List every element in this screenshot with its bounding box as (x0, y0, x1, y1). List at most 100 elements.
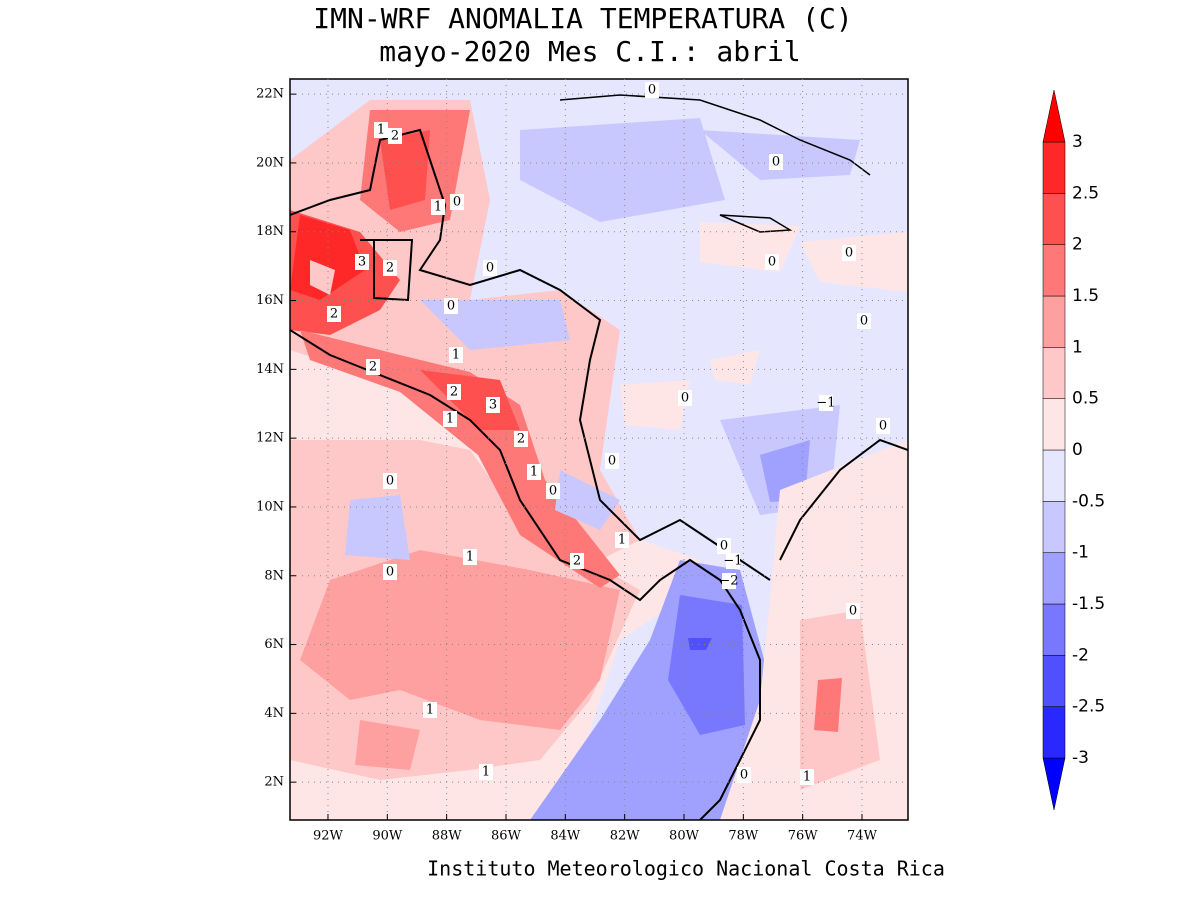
colorbar-bin (1042, 603, 1066, 656)
contour-label: 0 (772, 155, 780, 170)
contour-label: 2 (573, 554, 581, 569)
contour-label-bg (486, 397, 500, 413)
contour-label: 2 (369, 360, 377, 375)
x-tick-label: 92W (313, 829, 344, 844)
contour-label-bg (842, 245, 856, 261)
contour-label-bg (444, 298, 458, 314)
contour-label-bg (570, 553, 584, 569)
y-tick-label: 4N (264, 706, 284, 721)
colorbar-label: 0 (1072, 440, 1083, 460)
contour-label-bg (857, 313, 871, 329)
colorbar-label: -2.5 (1072, 697, 1105, 717)
subtitle: mayo-2020 Mes C.I.: abril (379, 35, 800, 68)
colorbar-label: 1.5 (1072, 286, 1099, 306)
contour-label: 3 (358, 255, 366, 270)
contour-label-bg (546, 483, 560, 499)
colorbar-bin (1042, 449, 1066, 502)
contour-label: 0 (386, 565, 394, 580)
y-tick-label: 22N (256, 87, 284, 102)
contour-label: 0 (681, 391, 689, 406)
contour-label-bg (479, 764, 493, 780)
x-tick-label: 78W (728, 829, 759, 844)
contour-label-bg (615, 532, 629, 548)
contour-label-bg (876, 418, 890, 434)
contour-label-bg (765, 254, 779, 270)
contour-label-bg (527, 464, 541, 480)
colorbar-bin (1042, 398, 1066, 451)
contour-label-bg (383, 564, 397, 580)
contour-label: 1 (803, 770, 811, 785)
contour-label: 1 (434, 200, 442, 215)
x-tick-label: 86W (491, 829, 522, 844)
contour-label-bg (383, 260, 397, 276)
colorbar-label: -3 (1072, 748, 1089, 768)
contour-label-bg (514, 431, 528, 447)
contour-label-bg (327, 306, 341, 322)
contour-label-bg (800, 769, 814, 785)
contour-label-bg (443, 411, 457, 427)
contour-label: 0 (768, 255, 776, 270)
contour-label: 2 (450, 385, 458, 400)
y-tick-label: 12N (256, 431, 284, 446)
y-tick-label: 8N (264, 568, 284, 583)
y-tick-label: 10N (256, 499, 284, 514)
contour-label-bg (726, 553, 740, 569)
x-tick-label: 88W (432, 829, 463, 844)
x-tick-label: 80W (669, 829, 700, 844)
contour-label-bg (355, 254, 369, 270)
y-tick-label: 16N (256, 293, 284, 308)
contour-label: 2 (391, 129, 399, 144)
footer: Instituto Meteorologico Nacional Costa R… (427, 857, 945, 881)
contour-label: 1 (530, 465, 538, 480)
x-tick-label: 82W (610, 829, 641, 844)
colorbar-label: -0.5 (1072, 491, 1105, 511)
contour-label-bg (423, 702, 437, 718)
contour-label-bg (366, 359, 380, 375)
contour-label-bg (737, 767, 751, 783)
contour-label: 0 (447, 299, 455, 314)
contour-label: 0 (486, 261, 494, 276)
contour-label: 1 (482, 765, 490, 780)
contour-label: 0 (879, 419, 887, 434)
contour-label: 0 (386, 474, 394, 489)
contour-label-bg (678, 390, 692, 406)
contour-label: 0 (720, 539, 728, 554)
contour-label: −2 (719, 574, 738, 589)
contour-label: 2 (386, 261, 394, 276)
contour-label-bg (447, 384, 461, 400)
contour-label-bg (450, 194, 464, 210)
colorbar-arrow (1042, 89, 1066, 143)
contour-label-bg (605, 453, 619, 469)
contour-label-bg (645, 82, 659, 98)
contour-label-bg (388, 128, 402, 144)
contour-label: −1 (723, 554, 742, 569)
contour-label: 1 (452, 348, 460, 363)
contour-label: 0 (648, 83, 656, 98)
contour-label-bg (769, 154, 783, 170)
colorbar-label: 1 (1072, 337, 1083, 357)
colorbar-bin (1042, 347, 1066, 399)
contour-label-bg (374, 122, 388, 138)
contour-label-bg (717, 538, 731, 554)
x-tick-label: 84W (550, 829, 581, 844)
colorbar-bin (1042, 295, 1066, 348)
contour-label: 1 (446, 412, 454, 427)
colorbar-label: 3 (1072, 132, 1083, 152)
contour-label-bg (722, 573, 736, 589)
y-tick-label: 18N (256, 224, 284, 239)
colorbar-label: 0.5 (1072, 389, 1099, 409)
y-tick-label: 20N (256, 155, 284, 170)
map-frame (289, 78, 909, 821)
contour-label: 0 (740, 768, 748, 783)
contour-label: 0 (860, 314, 868, 329)
contour-label-bg (846, 603, 860, 619)
colorbar-bin (1042, 706, 1066, 759)
x-tick-label: 76W (788, 829, 819, 844)
y-tick-label: 6N (264, 637, 284, 652)
contour-label: 0 (845, 246, 853, 261)
colorbar-bin (1042, 193, 1066, 245)
colorbar-bin (1042, 141, 1066, 194)
contour-label: 3 (489, 398, 497, 413)
y-tick-label: 2N (264, 775, 284, 790)
